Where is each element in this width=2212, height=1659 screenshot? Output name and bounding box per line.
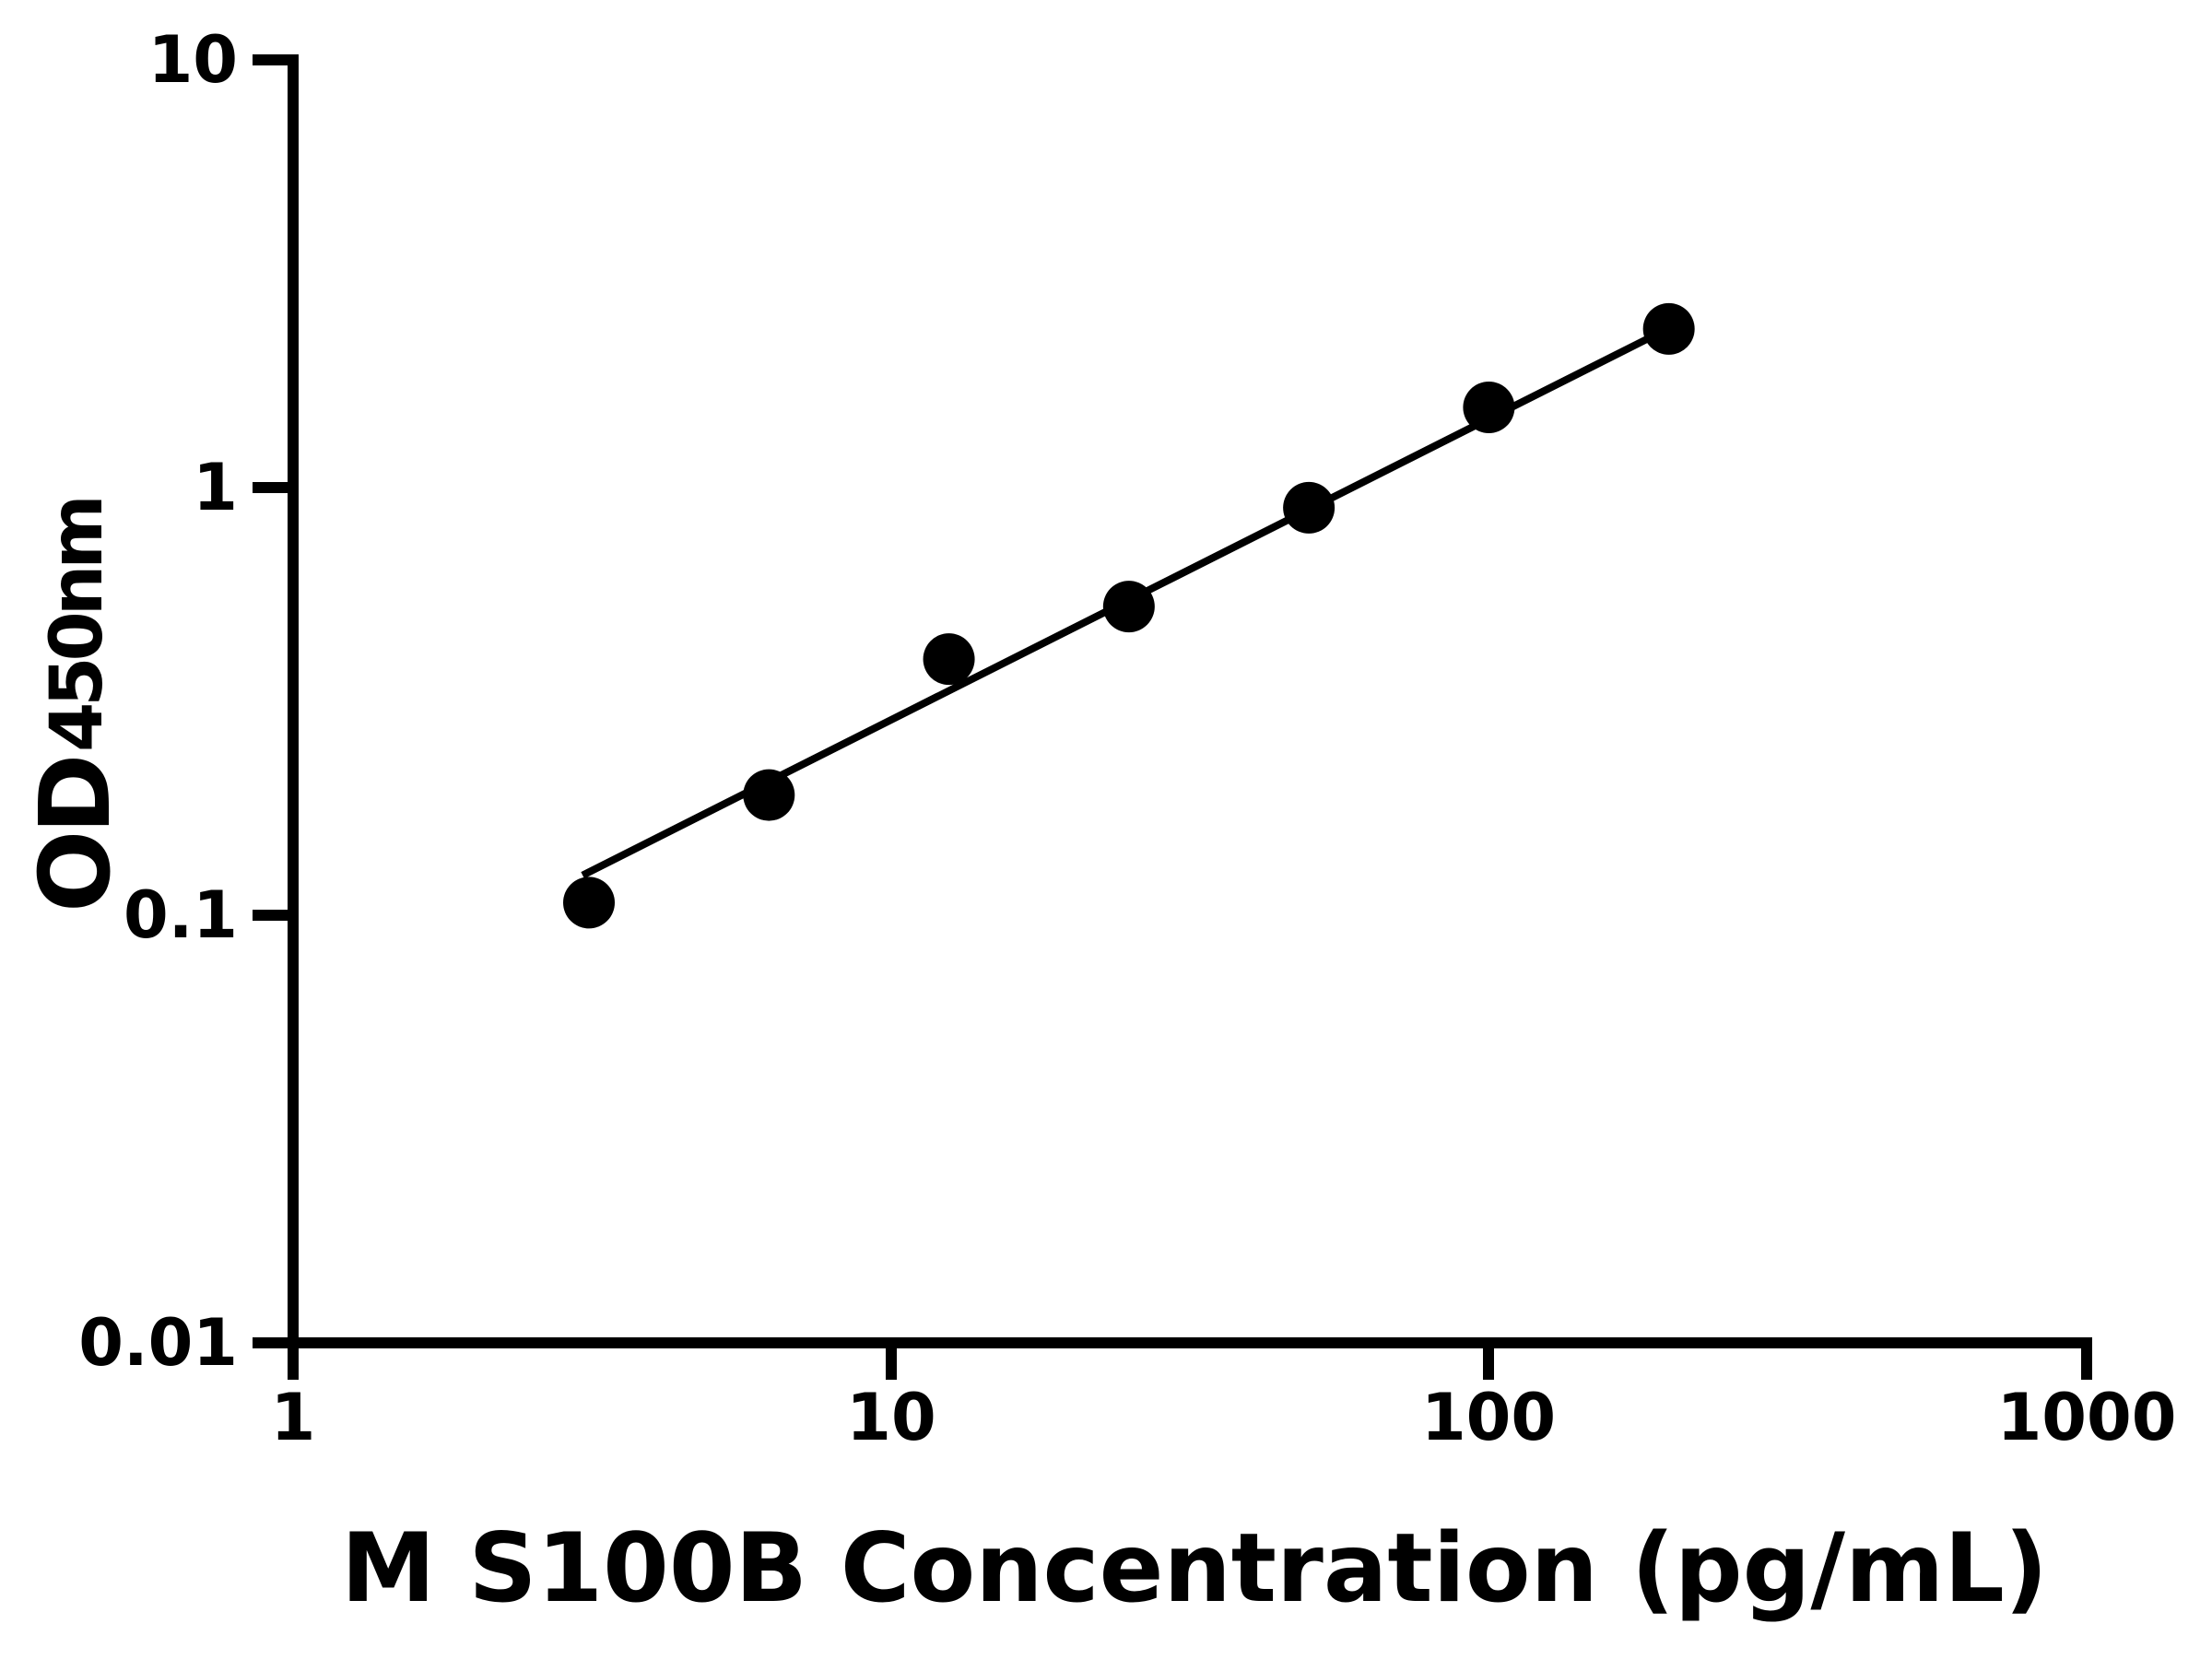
data-point	[563, 877, 616, 929]
data-point	[1463, 381, 1515, 433]
y-axis-title-subscript: 450nm	[36, 499, 119, 752]
data-point	[743, 769, 795, 821]
data-point	[923, 633, 975, 686]
x-tick-label-1: 1	[271, 1380, 316, 1455]
svg-text:OD 450nm: OD 450nm	[19, 499, 132, 912]
y-tick-label-1: 1	[193, 450, 238, 525]
y-axis-title: OD 450nm	[19, 499, 132, 912]
data-point	[1283, 481, 1335, 534]
x-tick-label-10: 10	[846, 1380, 935, 1455]
axis-lines	[288, 54, 2092, 1348]
data-point	[1642, 302, 1695, 355]
x-tick-label-1000: 1000	[1997, 1380, 2177, 1455]
y-tick-label-0.1: 0.1	[124, 877, 238, 953]
y-tick-label-0.01: 0.01	[78, 1305, 238, 1381]
data-point	[1102, 581, 1155, 633]
y-axis-title-main: OD	[19, 758, 132, 912]
x-axis-title: M S100B Concentration (pg/mL)	[341, 1513, 2048, 1624]
plot-area	[563, 302, 1695, 929]
x-tick-label-100: 100	[1421, 1380, 1556, 1455]
y-tick-label-10: 10	[148, 22, 238, 98]
